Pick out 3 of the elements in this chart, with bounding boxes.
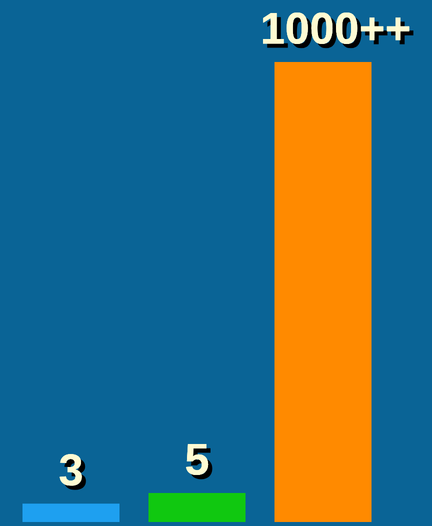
text: 5 bbox=[186, 444, 208, 476]
text: 1000++ bbox=[263, 12, 410, 44]
text: 3 bbox=[60, 454, 82, 486]
